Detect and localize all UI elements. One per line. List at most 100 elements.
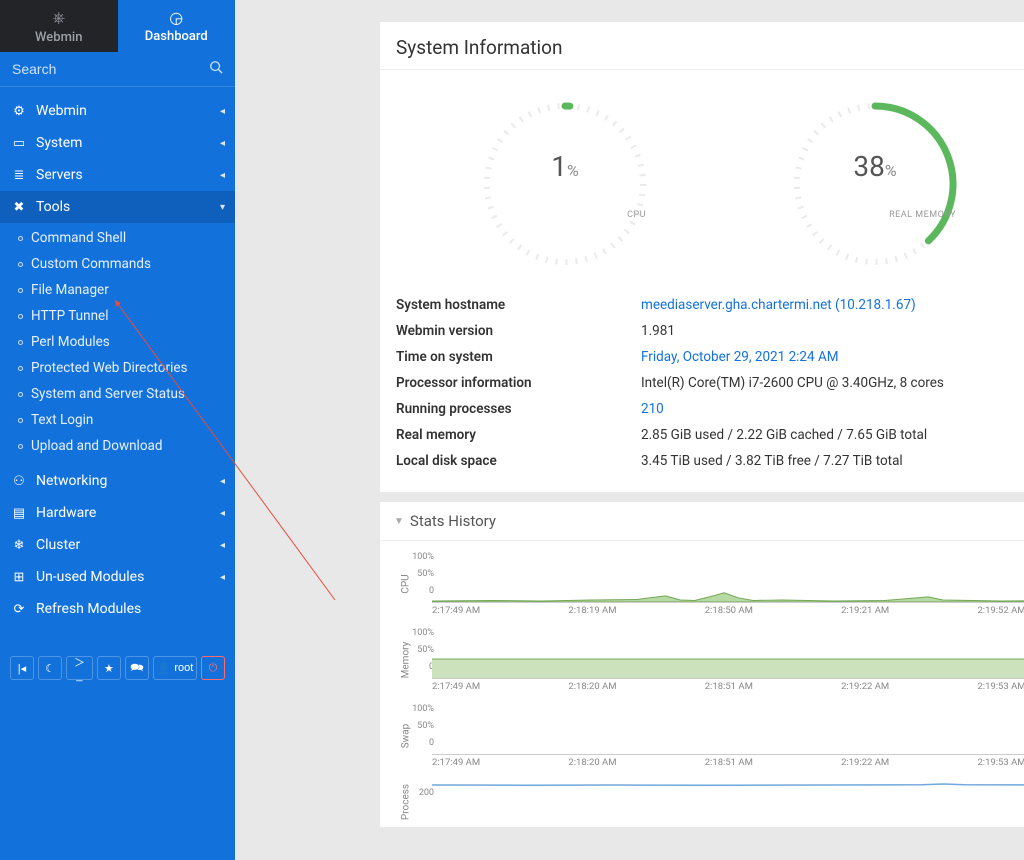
sub-label: Upload and Download <box>31 438 162 454</box>
sub-upload-download[interactable]: Upload and Download <box>0 433 235 459</box>
info-label: System hostname <box>396 297 641 313</box>
nav-networking[interactable]: ⚇ Networking ◂ <box>0 465 235 497</box>
tools-submenu: Command Shell Custom Commands File Manag… <box>0 223 235 465</box>
tab-webmin[interactable]: ⎈ Webmin <box>0 0 118 52</box>
nav-hardware-label: Hardware <box>36 505 96 521</box>
nightmode-button[interactable]: ☾ <box>38 656 62 680</box>
chart-swap-yticks: 100% 50% 0 <box>406 701 434 752</box>
nav-cluster[interactable]: ❄ Cluster ◂ <box>0 529 235 561</box>
gauge-icon: ◶ <box>169 8 183 27</box>
info-label: Webmin version <box>396 323 641 339</box>
nav-servers[interactable]: ≣ Servers ◂ <box>0 159 235 191</box>
collapse-button[interactable]: |◂ <box>10 656 34 680</box>
sub-file-manager[interactable]: File Manager <box>0 277 235 303</box>
servers-icon: ≣ <box>10 168 28 183</box>
sub-label: System and Server Status <box>31 386 185 402</box>
nav-webmin[interactable]: ⚙ Webmin ◂ <box>0 95 235 127</box>
search-icon[interactable] <box>209 60 223 78</box>
ytick: 50% <box>406 642 434 659</box>
user-button[interactable]: 👤 root <box>153 656 197 680</box>
info-label: Local disk space <box>396 453 641 469</box>
user-icon: 👤 <box>157 662 171 675</box>
sub-label: File Manager <box>31 282 109 298</box>
language-button[interactable]: 🗪 <box>125 656 149 680</box>
network-icon: ⚇ <box>10 474 28 489</box>
tab-dashboard-label: Dashboard <box>145 29 208 44</box>
terminal-button[interactable]: ＞_ <box>66 656 93 680</box>
sub-text-login[interactable]: Text Login <box>0 407 235 433</box>
sub-custom-commands[interactable]: Custom Commands <box>0 251 235 277</box>
info-row-time: Time on system Friday, October 29, 2021 … <box>396 344 1024 370</box>
sidebar: ⎈ Webmin ◶ Dashboard ⚙ Webmin ◂ ▭ System… <box>0 0 235 860</box>
chart-cpu-xticks: 2:17:49 AM 2:18:19 AM 2:18:50 AM 2:19:21… <box>432 605 1024 616</box>
sysinfo-panel: System Information 1% CPU 38% <box>380 22 1024 492</box>
gauges-row: 1% CPU 38% REAL MEMORY <box>380 70 1024 288</box>
info-row-hostname: System hostname meediaserver.gha.charter… <box>396 292 1024 318</box>
sub-http-tunnel[interactable]: HTTP Tunnel <box>0 303 235 329</box>
stats-title: Stats History <box>410 512 496 530</box>
nav-servers-label: Servers <box>36 167 83 183</box>
favorite-button[interactable]: ★ <box>97 656 121 680</box>
tab-dashboard[interactable]: ◶ Dashboard <box>118 0 236 52</box>
search-row <box>0 52 235 87</box>
nav-webmin-label: Webmin <box>36 103 87 119</box>
nav-hardware[interactable]: ▤ Hardware ◂ <box>0 497 235 529</box>
puzzle-icon: ⊞ <box>10 570 28 585</box>
chart-memory-yticks: 100% 50% 0 <box>406 625 434 676</box>
ytick: 0 <box>406 735 434 752</box>
hdd-icon: ▤ <box>10 506 28 521</box>
xtick: 2:19:53 AM <box>977 681 1024 692</box>
info-value: 2.85 GiB used / 2.22 GiB cached / 7.65 G… <box>641 427 1024 443</box>
info-value[interactable]: Friday, October 29, 2021 2:24 AM <box>641 349 1024 365</box>
gauge-cpu-value: 1% <box>460 150 670 183</box>
bullet-icon <box>18 418 23 423</box>
ytick: 50% <box>406 566 434 583</box>
xtick: 2:19:52 AM <box>977 605 1024 616</box>
bullet-icon <box>18 392 23 397</box>
nav-networking-label: Networking <box>36 473 107 489</box>
search-input[interactable] <box>12 61 209 77</box>
logout-button[interactable]: ⏻ <box>201 656 225 680</box>
caret-down-icon: ▼ <box>394 516 404 527</box>
info-row-processes: Running processes 210 <box>396 396 1024 422</box>
ytick: 0 <box>406 659 434 676</box>
chevron-left-icon: ◂ <box>220 106 225 117</box>
nav-tools[interactable]: ✖ Tools ▾ <box>0 191 235 223</box>
sub-server-status[interactable]: System and Server Status <box>0 381 235 407</box>
gauge-cpu-num: 1 <box>551 150 567 183</box>
sub-label: HTTP Tunnel <box>31 308 108 324</box>
info-row-disk: Local disk space 3.45 TiB used / 3.82 Ti… <box>396 448 1024 474</box>
xtick: 2:17:49 AM <box>432 757 480 768</box>
bullet-icon <box>18 340 23 345</box>
sub-protected-dirs[interactable]: Protected Web Directories <box>0 355 235 381</box>
chevron-left-icon: ◂ <box>220 138 225 149</box>
nav-system[interactable]: ▭ System ◂ <box>0 127 235 159</box>
sub-command-shell[interactable]: Command Shell <box>0 225 235 251</box>
main-content: System Information 1% CPU 38% <box>235 0 1024 860</box>
chevron-left-icon: ◂ <box>220 540 225 551</box>
chart-memory-xticks: 2:17:49 AM 2:18:20 AM 2:18:51 AM 2:19:22… <box>432 681 1024 692</box>
chevron-down-icon: ▾ <box>220 202 225 213</box>
xtick: 2:19:22 AM <box>841 757 889 768</box>
sidebar-tabs: ⎈ Webmin ◶ Dashboard <box>0 0 235 52</box>
laptop-icon: ▭ <box>10 136 28 151</box>
info-value[interactable]: 210 <box>641 401 1024 417</box>
info-label: Real memory <box>396 427 641 443</box>
chevron-left-icon: ◂ <box>220 508 225 519</box>
sub-perl-modules[interactable]: Perl Modules <box>0 329 235 355</box>
nav-cluster-label: Cluster <box>36 537 80 553</box>
panel-title: System Information <box>396 36 1024 59</box>
tab-webmin-label: Webmin <box>35 30 82 45</box>
tools-icon: ✖ <box>10 200 28 215</box>
stats-header[interactable]: ▼ Stats History <box>380 502 1024 541</box>
nav-refresh-modules[interactable]: ⟳ Refresh Modules <box>0 593 235 625</box>
sub-label: Text Login <box>31 412 93 428</box>
gauge-cpu-label: CPU <box>627 210 646 220</box>
ytick: 100% <box>406 625 434 642</box>
info-value[interactable]: meediaserver.gha.chartermi.net (10.218.1… <box>641 297 1024 313</box>
stats-body: CPU 100% 50% 0 2:17:49 AM 2:18:19 AM 2:1… <box>380 541 1024 827</box>
cluster-icon: ❄ <box>10 538 28 553</box>
chart-swap-plot <box>432 703 1024 755</box>
nav-unused-modules[interactable]: ⊞ Un-used Modules ◂ <box>0 561 235 593</box>
xtick: 2:19:53 AM <box>977 757 1024 768</box>
